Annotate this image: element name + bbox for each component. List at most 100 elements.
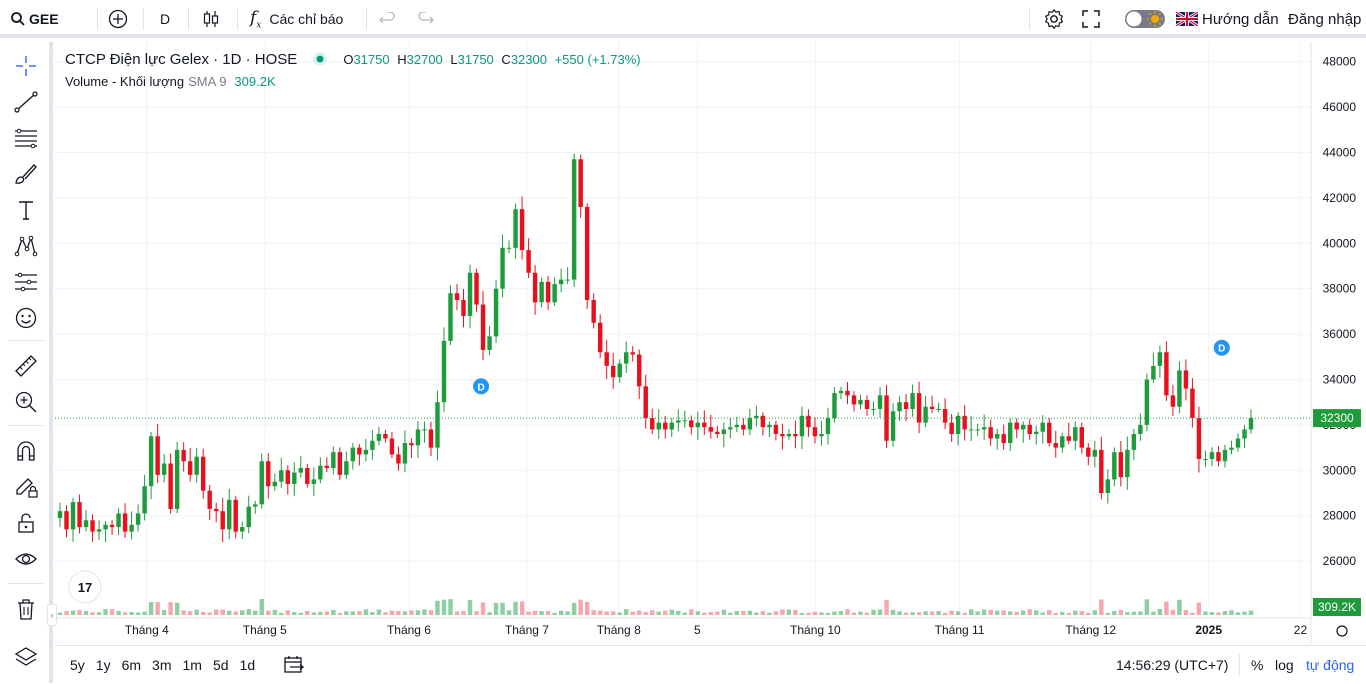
volume-bar [1099, 599, 1104, 615]
lock-all-tool[interactable] [9, 508, 43, 538]
emoji-tool[interactable] [9, 303, 43, 333]
drawing-toolbar: ‹ [0, 42, 57, 683]
volume-bar [513, 601, 518, 615]
magnet-tool[interactable] [9, 436, 43, 466]
volume-bar [298, 612, 304, 615]
low-value: 31750 [457, 51, 494, 67]
auto-scale-button[interactable]: tự động [1306, 657, 1355, 673]
login-button[interactable]: Đăng nhập [1288, 0, 1361, 38]
compare-button[interactable] [108, 0, 128, 38]
volume-bar [597, 610, 603, 615]
theme-toggle[interactable] [1124, 0, 1166, 38]
candle-body [1066, 436, 1071, 441]
measure-tool[interactable] [9, 351, 43, 381]
range-button-5y[interactable]: 5y [70, 657, 85, 673]
percent-scale-button[interactable]: % [1251, 657, 1264, 673]
candle-body [786, 433, 792, 437]
candle-body [910, 393, 915, 410]
guide-link[interactable]: Hướng dẫn [1176, 0, 1279, 38]
volume-bar [845, 609, 850, 615]
candle-body [376, 433, 382, 441]
indicators-button[interactable]: fx Các chỉ báo [250, 0, 343, 38]
volume-bar [1209, 611, 1215, 615]
fib-lines-icon [15, 128, 37, 149]
candle-body [70, 502, 76, 530]
range-button-1y[interactable]: 1y [95, 657, 111, 673]
date-range-button[interactable] [283, 646, 305, 684]
chart-type-button[interactable] [202, 0, 220, 38]
volume-bar [129, 612, 134, 615]
volume-bar [441, 599, 447, 615]
volume-bar [903, 612, 909, 615]
log-scale-button[interactable]: log [1275, 657, 1294, 673]
range-button-5d[interactable]: 5d [212, 657, 229, 673]
redo-button[interactable] [416, 0, 434, 38]
volume-bar [389, 610, 395, 615]
clock-display[interactable]: 14:56:29 (UTC+7) [1116, 646, 1228, 684]
object-tree-tool[interactable] [9, 642, 43, 672]
volume-bar [1203, 611, 1208, 615]
candle-body [1118, 452, 1124, 478]
trend-line-tool[interactable] [9, 87, 43, 117]
prediction-tool[interactable] [9, 267, 43, 297]
volume-bar [871, 609, 876, 615]
candles-icon [203, 11, 219, 27]
collapse-sidebar-button[interactable]: ‹ [47, 604, 57, 626]
candle-body [1073, 427, 1078, 441]
candle-body [187, 461, 193, 475]
undo-icon [379, 12, 395, 24]
crosshair-tool[interactable] [9, 51, 43, 81]
volume-bar [1183, 610, 1189, 615]
zoom-tool[interactable] [9, 387, 43, 417]
volume-bar [363, 609, 369, 615]
volume-bar [916, 612, 922, 615]
candle-body [858, 399, 863, 405]
candle-body [819, 433, 824, 437]
interval-button[interactable]: D [160, 0, 170, 38]
remove-drawings-tool[interactable] [9, 594, 43, 624]
volume-bar [864, 612, 870, 615]
candle-body [1007, 422, 1013, 444]
range-button-1m[interactable]: 1m [182, 657, 202, 673]
volume-bar [708, 612, 714, 615]
candle-body [1138, 424, 1143, 434]
volume-label[interactable]: Volume - Khối lượng [65, 73, 185, 89]
fullscreen-button[interactable] [1082, 0, 1100, 38]
calendar-range-icon [284, 656, 305, 673]
candle-body [968, 429, 974, 431]
volume-bar [786, 609, 792, 615]
axis-settings-icon[interactable] [1336, 625, 1348, 637]
range-button-3m[interactable]: 3m [152, 657, 172, 673]
volume-bar [109, 609, 115, 615]
candle-body [1216, 452, 1221, 462]
candle-body [890, 411, 896, 441]
volume-bar [1242, 611, 1247, 615]
dividend-marker [1213, 339, 1230, 356]
theme-switch-icon [1125, 10, 1165, 28]
settings-button[interactable] [1043, 0, 1065, 38]
volume-bar [1112, 610, 1117, 615]
candle-body [1079, 427, 1084, 448]
fib-tool[interactable] [9, 123, 43, 153]
undo-button[interactable] [379, 0, 397, 38]
range-button-1d[interactable]: 1d [239, 657, 256, 673]
candle-body [337, 452, 343, 475]
chart-pane[interactable]: 2600028000300003200034000360003800040000… [55, 42, 1366, 644]
candle-body [129, 524, 134, 532]
symbol-title[interactable]: CTCP Điện lực Gelex · 1D · HOSE [65, 50, 298, 68]
text-tool[interactable] [9, 195, 43, 225]
price-chart[interactable]: 2600028000300003200034000360003800040000… [55, 42, 1366, 644]
range-button-6m[interactable]: 6m [121, 657, 142, 673]
volume-bar [493, 602, 499, 615]
volume-bar [474, 611, 479, 615]
brush-tool[interactable] [9, 159, 43, 189]
volume-bar [806, 612, 811, 615]
candle-body [415, 429, 421, 446]
symbol-search-button[interactable]: GEE [10, 0, 59, 38]
candle-body [578, 159, 583, 207]
volume-bar [578, 599, 583, 615]
candle-body [565, 279, 570, 281]
lock-drawing-tool[interactable] [9, 472, 43, 502]
hide-tool[interactable] [9, 544, 43, 574]
pattern-tool[interactable] [9, 231, 43, 261]
